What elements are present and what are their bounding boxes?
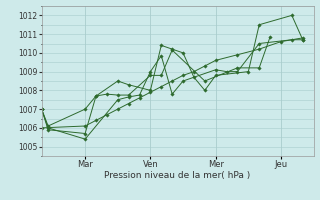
X-axis label: Pression niveau de la mer( hPa ): Pression niveau de la mer( hPa ) <box>104 171 251 180</box>
